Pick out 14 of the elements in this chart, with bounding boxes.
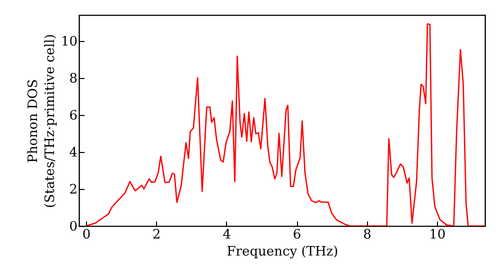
y-tick-label: 4 [69,145,78,160]
y-tick-label: 2 [69,182,78,198]
x-tick-label: 10 [429,228,446,242]
x-tick-label: 4 [222,228,232,242]
x-tick-label: 0 [82,228,91,242]
x-tick-label: 6 [292,228,302,242]
line-series [85,23,485,226]
y-axis-title: Phonon DOS (States/THz·primitive cell) [26,34,58,208]
y-tick-label: 10 [60,34,78,50]
x-tick-label: 8 [363,228,372,242]
y-tick-label: 8 [69,71,78,86]
x-tick-label: 2 [152,228,161,242]
y-tick-label: 6 [69,108,78,124]
x-axis-title: Frequency (THz) [226,244,338,260]
